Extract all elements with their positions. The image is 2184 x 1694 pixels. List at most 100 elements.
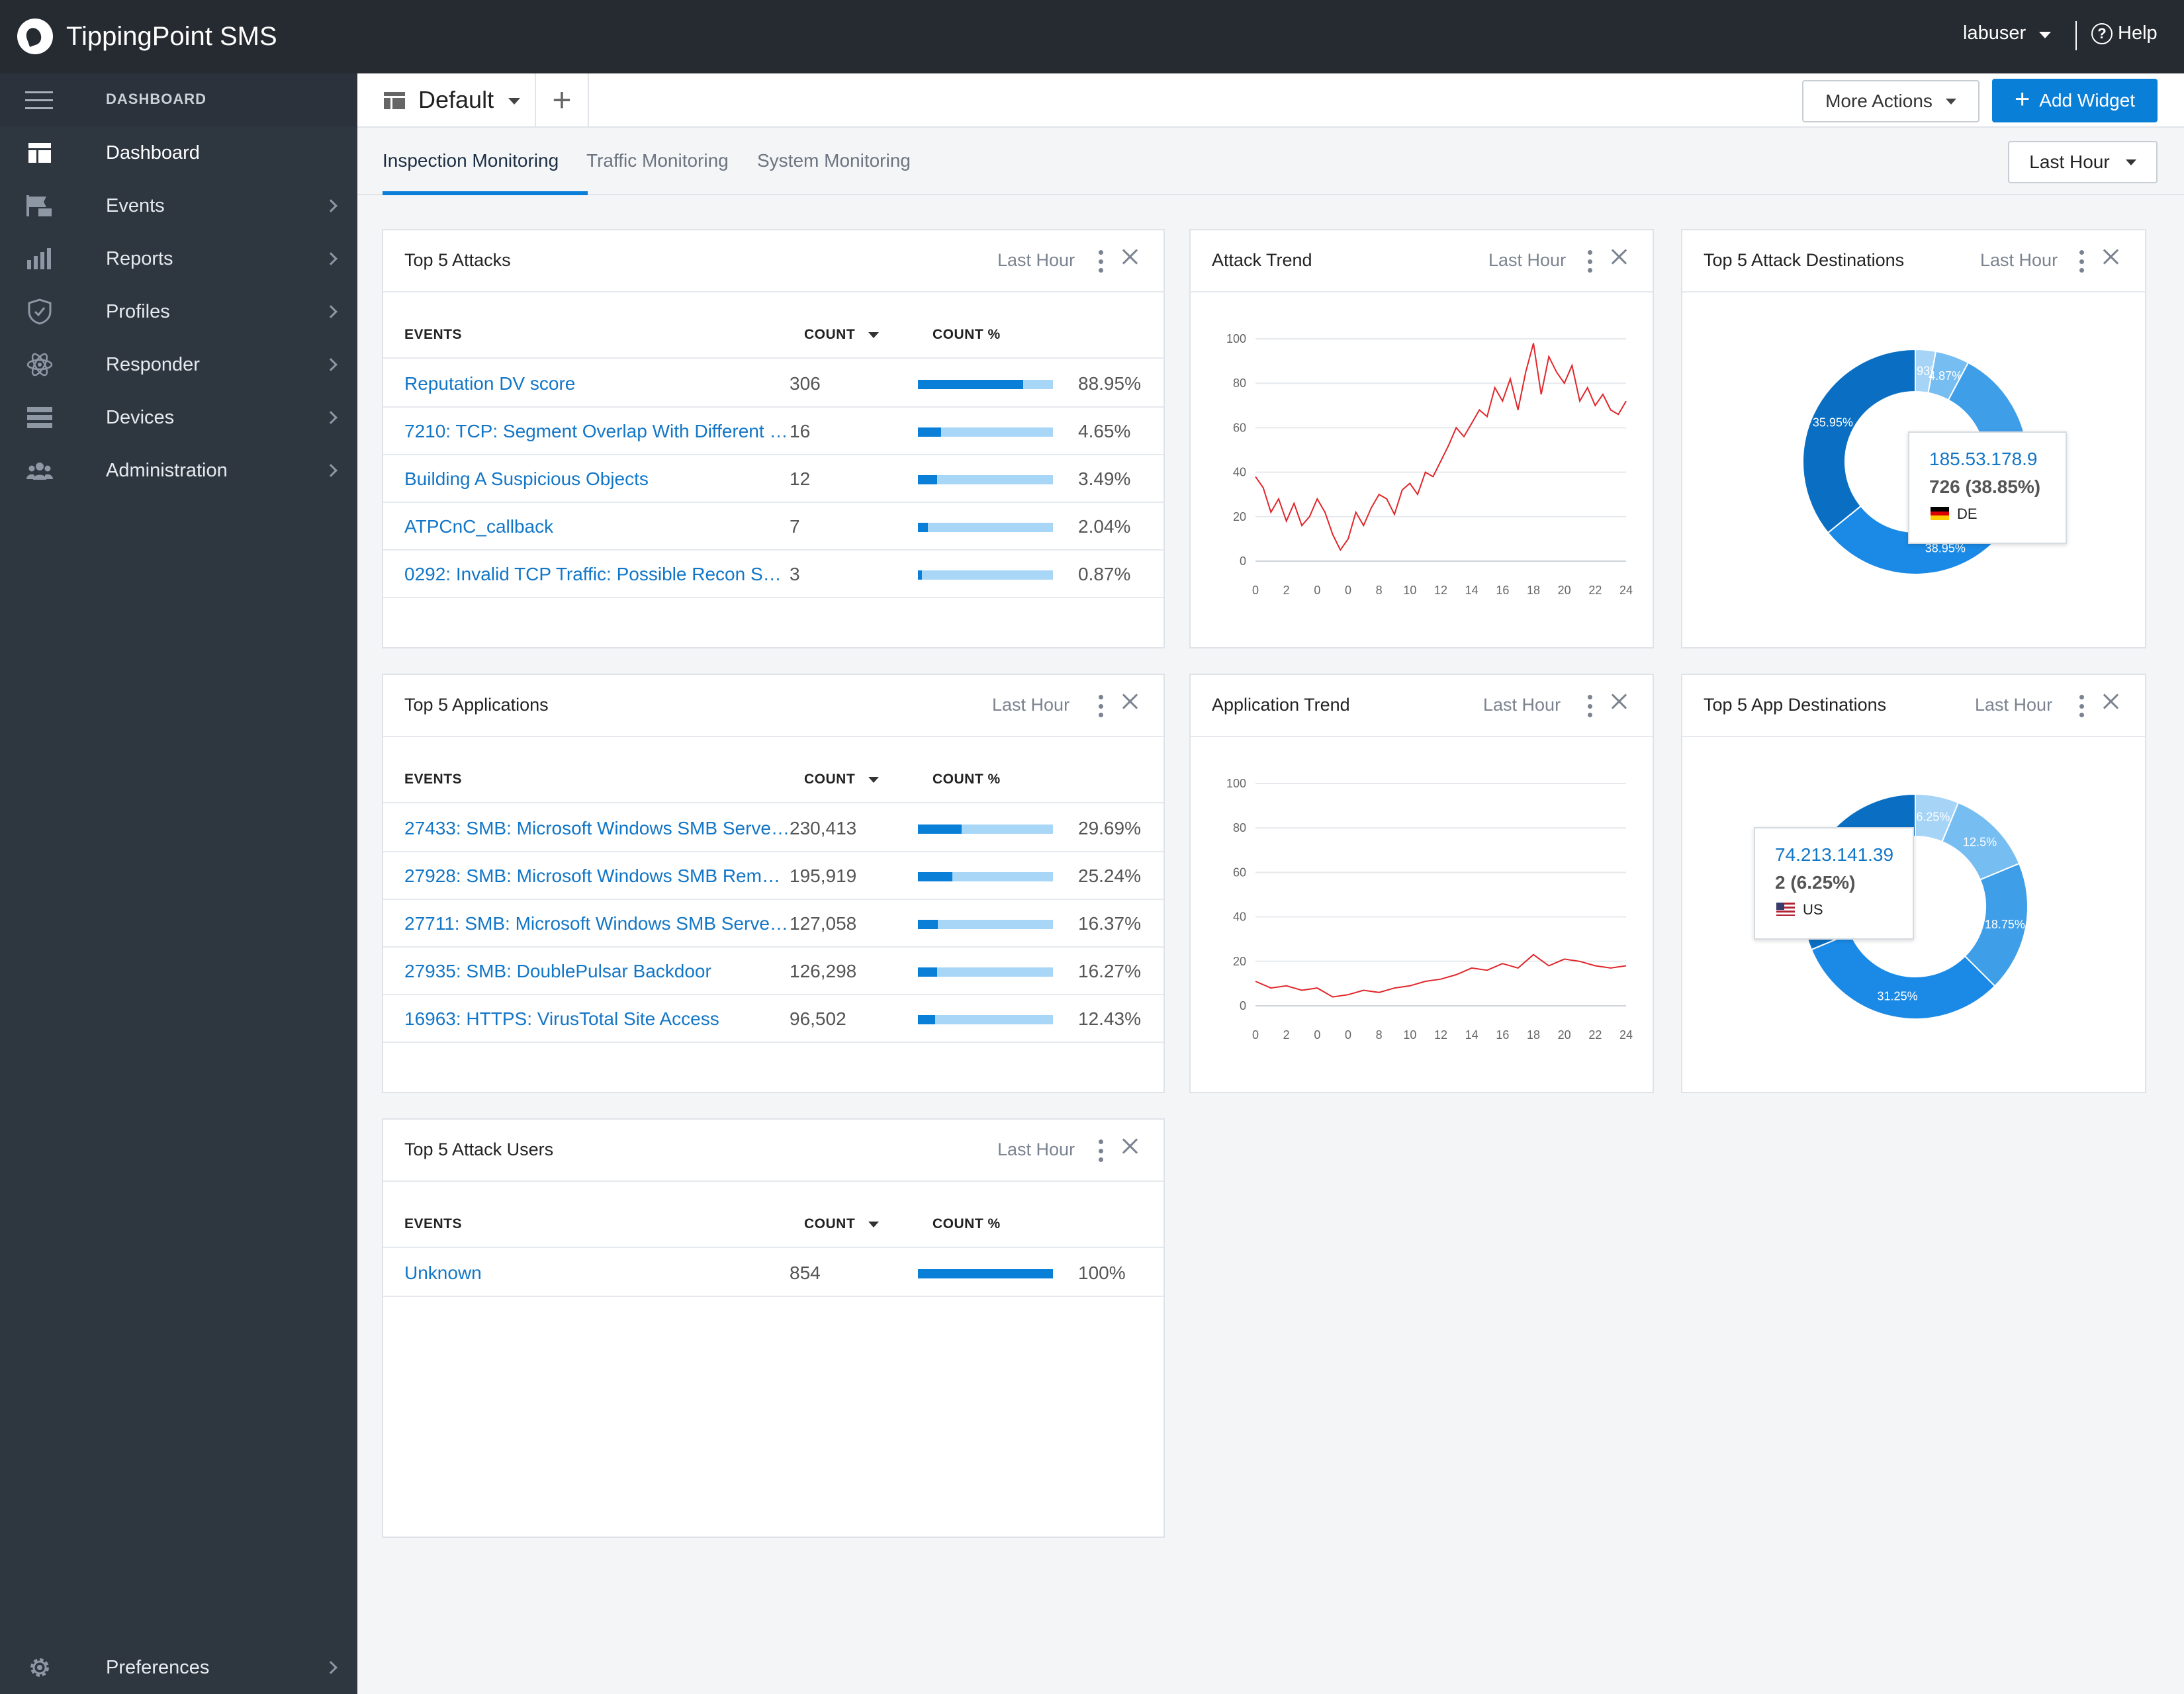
kebab-menu-icon[interactable] xyxy=(1099,695,1104,717)
column-header-count[interactable]: COUNT xyxy=(804,772,880,787)
add-widget-button[interactable]: + Add Widget xyxy=(1992,79,2158,122)
kebab-menu-icon[interactable] xyxy=(1588,250,1593,273)
widget-title: Top 5 App Destinations xyxy=(1704,695,1887,715)
close-icon[interactable] xyxy=(2101,691,2120,711)
slice-label: 18.75% xyxy=(1985,918,2025,931)
sidebar-item-profiles[interactable]: Profiles xyxy=(0,285,357,338)
sidebar-item-label: Responder xyxy=(106,353,200,375)
event-link[interactable]: ATPCnC_callback xyxy=(404,516,554,537)
sidebar-item-preferences[interactable]: Preferences xyxy=(0,1641,357,1694)
event-link[interactable]: Unknown xyxy=(404,1263,482,1283)
hamburger-menu-icon[interactable] xyxy=(25,91,53,110)
sidebar-item-events[interactable]: Events xyxy=(0,179,357,232)
event-count: 195,919 xyxy=(790,866,857,886)
column-header-count[interactable]: COUNT xyxy=(804,327,880,343)
event-link[interactable]: 0292: Invalid TCP Traffic: Possible Reco… xyxy=(404,564,790,584)
x-tick-label: 24 xyxy=(1619,1028,1633,1042)
x-tick-label: 2 xyxy=(1283,584,1290,597)
x-tick-label: 20 xyxy=(1558,584,1571,597)
widget-header: Top 5 Attacks Last Hour xyxy=(383,230,1163,292)
kebab-menu-icon[interactable] xyxy=(1588,695,1593,717)
event-link[interactable]: 16963: HTTPS: VirusTotal Site Access xyxy=(404,1008,719,1029)
shield-icon xyxy=(26,298,53,325)
table-header: EVENTS COUNT COUNT % xyxy=(383,1182,1163,1248)
column-header-count-pct: COUNT % xyxy=(933,772,1001,787)
event-percent: 3.49% xyxy=(1078,468,1131,489)
event-link[interactable]: 27711: SMB: Microsoft Windows SMB Server… xyxy=(404,913,790,934)
event-percent: 16.27% xyxy=(1078,961,1141,981)
widget-range: Last Hour xyxy=(992,695,1070,715)
tab-system-monitoring[interactable]: System Monitoring xyxy=(757,150,911,171)
event-link[interactable]: 7210: TCP: Segment Overlap With Differen… xyxy=(404,421,790,441)
widget-attack-trend: Attack Trend Last Hour 0 20 40 60 80 100 0 2 0 0 8… xyxy=(1189,229,1654,648)
event-link[interactable]: 27935: SMB: DoublePulsar Backdoor xyxy=(404,961,711,981)
plus-icon: + xyxy=(2014,84,2030,114)
sidebar-item-dashboard[interactable]: Dashboard xyxy=(0,126,357,179)
close-icon[interactable] xyxy=(2101,246,2120,266)
count-percent-bar xyxy=(918,920,1053,929)
table-row: 27928: SMB: Microsoft Windows SMB Remote… xyxy=(383,852,1163,900)
series-line xyxy=(1255,954,1627,998)
close-icon[interactable] xyxy=(1120,1136,1140,1155)
chevron-down-icon xyxy=(1945,98,1956,105)
donut-slice xyxy=(1802,348,1916,534)
tab-inspection-monitoring[interactable]: Inspection Monitoring xyxy=(383,150,559,171)
time-range-select[interactable]: Last Hour xyxy=(2008,141,2158,183)
sidebar-item-devices[interactable]: Devices xyxy=(0,391,357,444)
y-tick-label: 100 xyxy=(1226,332,1246,345)
tippingpoint-logo-icon xyxy=(17,19,53,54)
close-icon[interactable] xyxy=(1120,691,1140,711)
tooltip-count: 2 (6.25%) xyxy=(1775,872,1856,893)
event-percent: 4.65% xyxy=(1078,421,1131,441)
sidebar-item-administration[interactable]: Administration xyxy=(0,444,357,497)
table-row: 27433: SMB: Microsoft Windows SMB Server… xyxy=(383,805,1163,852)
widget-title: Top 5 Attack Destinations xyxy=(1704,250,1905,270)
count-label: COUNT xyxy=(804,1216,856,1231)
tooltip-ip: 185.53.178.9 xyxy=(1929,449,2038,469)
count-percent-bar-fill xyxy=(918,427,941,437)
column-header-events: EVENTS xyxy=(404,1216,463,1231)
kebab-menu-icon[interactable] xyxy=(2079,250,2085,273)
help-button[interactable]: ? Help xyxy=(2091,22,2158,44)
close-icon[interactable] xyxy=(1609,246,1629,266)
kebab-menu-icon[interactable] xyxy=(1099,1139,1104,1162)
table-row: Unknown 854 100% xyxy=(383,1249,1163,1297)
brand[interactable]: TippingPoint SMS xyxy=(17,17,277,56)
event-link[interactable]: 27928: SMB: Microsoft Windows SMB Remote… xyxy=(404,866,790,886)
kebab-menu-icon[interactable] xyxy=(2079,695,2085,717)
x-tick-label: 12 xyxy=(1434,584,1447,597)
dashboard-toolbar: Default + More Actions + Add Widget xyxy=(357,73,2184,128)
more-actions-label: More Actions xyxy=(1825,91,1933,111)
dashboard-selector[interactable]: Default xyxy=(357,73,536,126)
close-icon[interactable] xyxy=(1609,691,1629,711)
sidebar-item-reports[interactable]: Reports xyxy=(0,232,357,285)
sort-desc-icon xyxy=(868,776,880,783)
add-dashboard-button[interactable]: + xyxy=(536,73,589,126)
x-tick-label: 24 xyxy=(1619,584,1633,597)
close-icon[interactable] xyxy=(1120,246,1140,266)
question-circle-icon: ? xyxy=(2091,22,2113,44)
donut-tooltip: 74.213.141.39 2 (6.25%) US xyxy=(1754,827,1914,940)
column-header-count[interactable]: COUNT xyxy=(804,1216,880,1232)
slice-label: 38.95% xyxy=(1925,541,1966,555)
kebab-menu-icon[interactable] xyxy=(1099,250,1104,273)
more-actions-button[interactable]: More Actions xyxy=(1802,80,1979,122)
widget-range: Last Hour xyxy=(1483,695,1561,715)
event-link[interactable]: Reputation DV score xyxy=(404,373,576,394)
chevron-down-icon xyxy=(2125,159,2136,165)
slice-label: 31.25% xyxy=(1878,989,1918,1003)
event-link[interactable]: 27433: SMB: Microsoft Windows SMB Server… xyxy=(404,818,790,838)
table-row: ATPCnC_callback 7 2.04% xyxy=(383,503,1163,551)
tab-traffic-monitoring[interactable]: Traffic Monitoring xyxy=(586,150,729,171)
event-link[interactable]: Building A Suspicious Objects xyxy=(404,468,649,489)
widget-top-attack-destinations: Top 5 Attack Destinations Last Hour 2.93… xyxy=(1681,229,2146,648)
widget-title: Application Trend xyxy=(1212,695,1350,715)
user-menu[interactable]: labuser xyxy=(1963,22,2052,44)
events-icon xyxy=(26,193,53,219)
users-icon xyxy=(26,457,53,484)
sidebar-item-responder[interactable]: Responder xyxy=(0,338,357,391)
slice-label: 4.87% xyxy=(1929,369,1962,382)
chevron-down-icon xyxy=(508,98,520,105)
responder-icon xyxy=(26,351,53,378)
chevron-right-icon xyxy=(324,411,338,424)
